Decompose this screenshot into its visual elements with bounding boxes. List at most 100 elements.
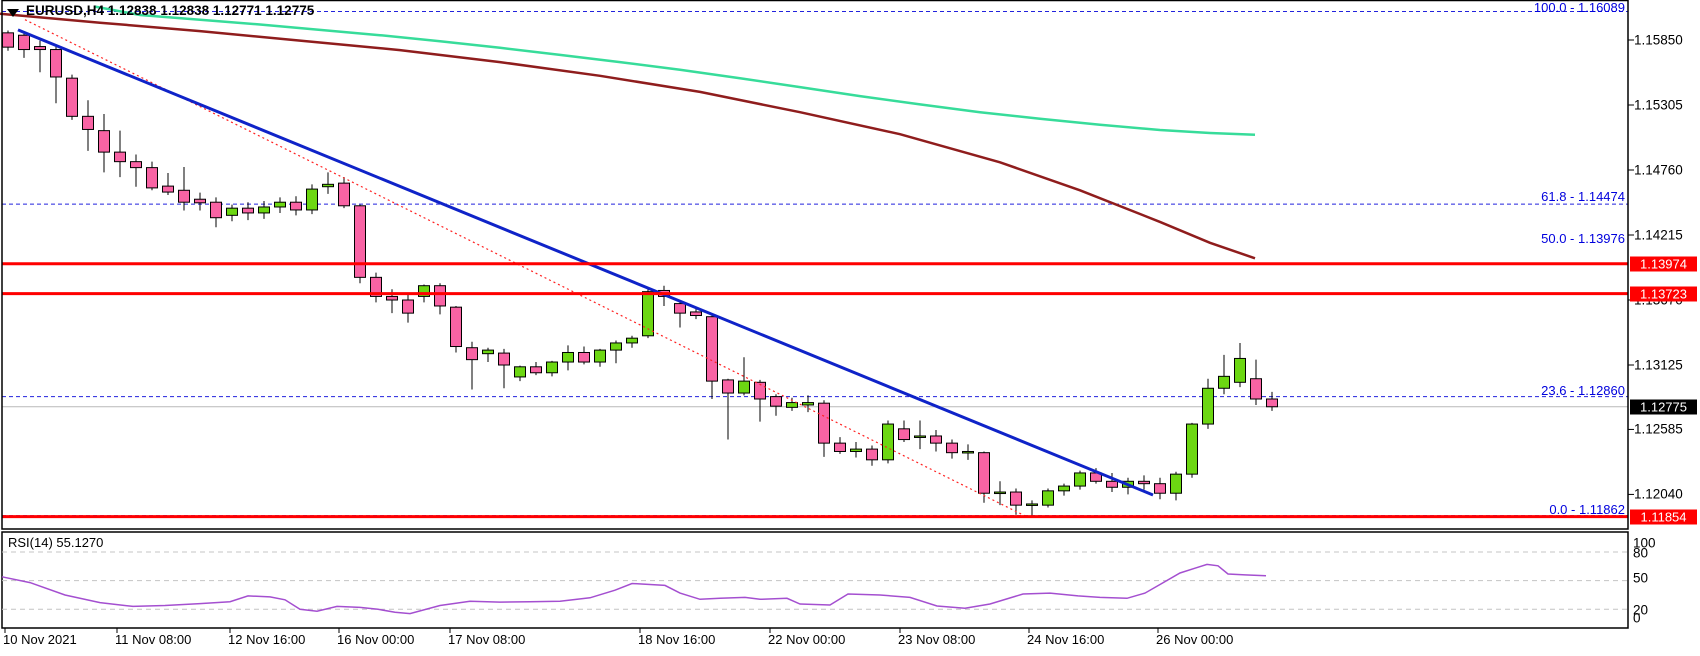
candle-bear[interactable] <box>690 311 702 317</box>
candle-bear[interactable] <box>946 442 958 454</box>
candle-bear[interactable] <box>162 185 174 193</box>
candle-bull[interactable] <box>1202 387 1214 425</box>
candle-bear[interactable] <box>402 299 414 314</box>
time-axis-label: 26 Nov 00:00 <box>1156 632 1234 647</box>
candle-bear[interactable] <box>450 306 462 348</box>
candle-bull[interactable] <box>1170 473 1182 494</box>
candle-bull[interactable] <box>226 207 238 216</box>
price-axis-label: 1.12040 <box>1634 486 1683 502</box>
time-axis-label: 22 Nov 00:00 <box>768 632 846 647</box>
candle-bear[interactable] <box>1250 378 1262 400</box>
candle-bear[interactable] <box>978 452 990 494</box>
candle-bear[interactable] <box>530 366 542 374</box>
candle-bear[interactable] <box>98 130 110 153</box>
candle-bear[interactable] <box>82 115 94 130</box>
candle-bull[interactable] <box>258 206 270 214</box>
candle-bear[interactable] <box>130 161 142 169</box>
candle-bull[interactable] <box>1042 490 1054 506</box>
candle-bear[interactable] <box>722 379 734 394</box>
price-axis-label: 1.14215 <box>1634 227 1683 243</box>
candle-bear[interactable] <box>210 201 222 219</box>
level-price-badge: 1.13723 <box>1630 286 1697 302</box>
time-axis-label: 18 Nov 16:00 <box>638 632 716 647</box>
candle-bull[interactable] <box>1234 357 1246 383</box>
candle-bear[interactable] <box>178 189 190 203</box>
price-axis-label: 1.15305 <box>1634 97 1683 113</box>
candle-bull[interactable] <box>482 349 494 355</box>
candle-bear[interactable] <box>498 352 510 366</box>
rsi-line <box>1 563 1267 615</box>
candle-bull[interactable] <box>802 402 814 406</box>
price-axis-label: 1.15850 <box>1634 32 1683 48</box>
candle-bear[interactable] <box>1266 398 1278 408</box>
candle-bear[interactable] <box>114 151 126 163</box>
candle-bear[interactable] <box>2 32 14 48</box>
candle-bull[interactable] <box>594 349 606 363</box>
candle-bull[interactable] <box>322 183 334 188</box>
rsi-scale-label: 0 <box>1633 610 1641 625</box>
candle-bear[interactable] <box>866 448 878 461</box>
candle-bull[interactable] <box>962 450 974 454</box>
candle-bear[interactable] <box>818 402 830 444</box>
candle-bull[interactable] <box>274 201 286 208</box>
candle-bull[interactable] <box>1058 485 1070 492</box>
candle-bear[interactable] <box>146 167 158 189</box>
rsi-scale-label: 20 <box>1633 602 1649 617</box>
candle-bear[interactable] <box>434 285 446 307</box>
candle-bear[interactable] <box>706 316 718 382</box>
fib-level-label: 50.0 - 1.13976 <box>1541 231 1625 246</box>
candle-bear[interactable] <box>754 381 766 400</box>
candle-bull[interactable] <box>738 380 750 394</box>
candle-bear[interactable] <box>50 49 62 78</box>
candle-bull[interactable] <box>1186 423 1198 475</box>
candle-bull[interactable] <box>514 366 526 378</box>
candle-bear[interactable] <box>834 442 846 452</box>
rsi-scale-label: 50 <box>1633 570 1649 586</box>
candle-bear[interactable] <box>338 182 350 207</box>
fib-level-label: 100.0 - 1.16089 <box>1533 0 1625 15</box>
candle-bull[interactable] <box>642 291 654 337</box>
candle-bull[interactable] <box>610 342 622 351</box>
candle-bull[interactable] <box>546 361 558 374</box>
time-axis-label: 17 Nov 08:00 <box>448 632 526 647</box>
candle-bear[interactable] <box>898 428 910 441</box>
candle-bull[interactable] <box>626 337 638 344</box>
candle-bear[interactable] <box>1010 491 1022 506</box>
candle-bull[interactable] <box>994 491 1006 495</box>
candle-bear[interactable] <box>242 207 254 214</box>
candle-bear[interactable] <box>1154 483 1166 494</box>
candle-bear[interactable] <box>194 198 206 204</box>
candle-bull[interactable] <box>850 448 862 452</box>
candle-bear[interactable] <box>930 435 942 444</box>
candle-bear[interactable] <box>578 351 590 363</box>
candle-bull[interactable] <box>786 402 798 408</box>
price-axis-label: 1.13125 <box>1634 357 1683 373</box>
candle-bear[interactable] <box>1106 480 1118 488</box>
candle-bull[interactable] <box>1026 503 1038 506</box>
candle-bull[interactable] <box>1218 375 1230 389</box>
candle-bull[interactable] <box>418 285 430 297</box>
candle-bear[interactable] <box>370 276 382 297</box>
candle-bear[interactable] <box>354 205 366 278</box>
candle-bear[interactable] <box>1138 480 1150 485</box>
candle-bull[interactable] <box>1074 472 1086 487</box>
candle-bear[interactable] <box>34 46 46 51</box>
main-panel-border <box>1 0 1629 530</box>
candle-bear[interactable] <box>386 295 398 301</box>
candle-bear[interactable] <box>770 396 782 407</box>
candle-bear[interactable] <box>290 201 302 211</box>
symbol-dropdown-icon[interactable] <box>7 9 19 17</box>
candle-bull[interactable] <box>306 188 318 211</box>
candle-bear[interactable] <box>18 34 30 51</box>
candle-bull[interactable] <box>562 351 574 363</box>
ma-line-green <box>94 5 1256 137</box>
candle-bear[interactable] <box>466 347 478 361</box>
level-price-badge: 1.11854 <box>1630 509 1697 525</box>
candle-bull[interactable] <box>914 435 926 438</box>
candle-bear[interactable] <box>674 303 686 314</box>
time-axis-label: 24 Nov 16:00 <box>1027 632 1105 647</box>
candle-bear[interactable] <box>66 77 78 117</box>
candle-bull[interactable] <box>882 423 894 461</box>
